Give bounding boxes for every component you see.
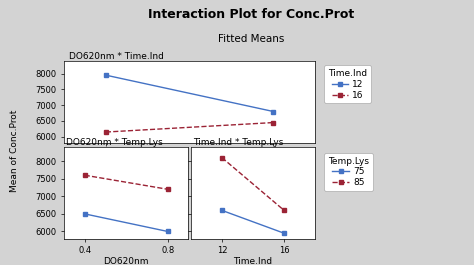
Legend: 75, 85: 75, 85: [325, 153, 373, 191]
Text: Interaction Plot for Conc.Prot: Interaction Plot for Conc.Prot: [148, 8, 355, 21]
X-axis label: DO620nm: DO620nm: [103, 257, 149, 265]
Text: Time.Ind * Temp.Lys: Time.Ind * Temp.Lys: [193, 138, 283, 147]
Text: Mean of Conc.Prot: Mean of Conc.Prot: [10, 110, 18, 192]
Text: DO620nm * Temp.Lys: DO620nm * Temp.Lys: [66, 138, 163, 147]
Legend: 12, 16: 12, 16: [325, 65, 371, 103]
Text: Fitted Means: Fitted Means: [218, 34, 284, 45]
X-axis label: Time.Ind: Time.Ind: [233, 257, 273, 265]
Text: DO620nm * Time.Ind: DO620nm * Time.Ind: [69, 52, 164, 61]
